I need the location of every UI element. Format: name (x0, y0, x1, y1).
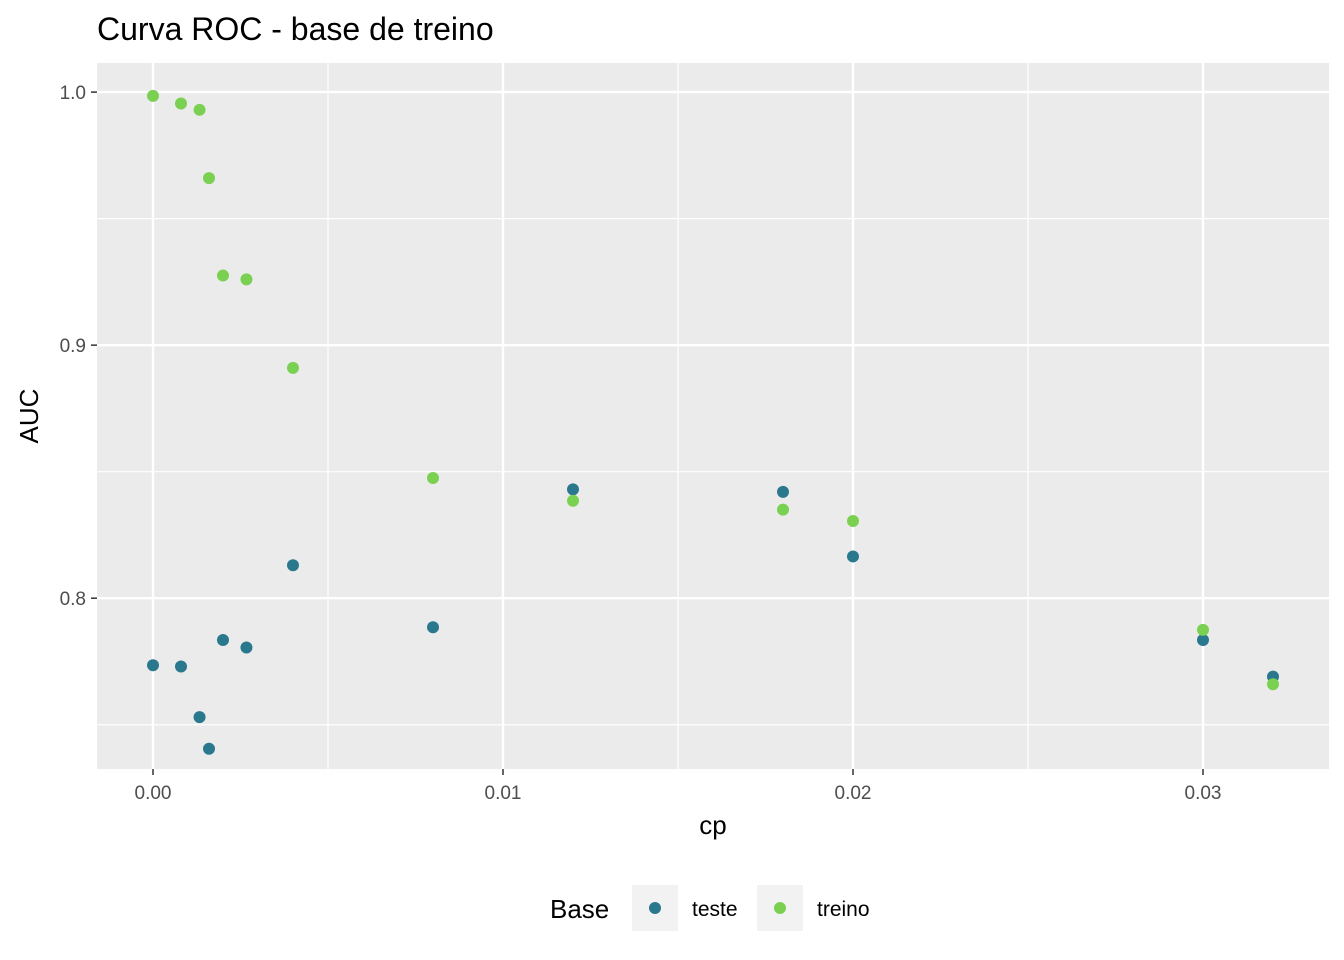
y-tick-label: 0.9 (60, 336, 86, 357)
point-teste (193, 711, 206, 724)
legend-label-treino: treino (817, 898, 870, 921)
minor-gridlines (97, 63, 1329, 769)
point-teste (847, 550, 859, 563)
point-teste (567, 483, 579, 496)
point-teste (777, 485, 789, 498)
x-tick-label: 0.03 (1185, 783, 1222, 804)
legend-marker-treino (774, 902, 786, 914)
legend: Base teste treino (550, 885, 870, 931)
point-treino (1267, 678, 1279, 691)
data-points (147, 89, 1279, 755)
major-gridlines (97, 63, 1329, 769)
point-treino (193, 103, 206, 116)
legend-marker-teste (649, 902, 661, 914)
point-treino (175, 97, 187, 110)
point-treino (203, 172, 215, 185)
y-tick-label: 0.8 (60, 589, 86, 610)
legend-title: Base (550, 894, 609, 924)
point-treino (287, 361, 299, 374)
point-teste (147, 659, 159, 672)
point-treino (567, 494, 579, 507)
plot-panel (97, 63, 1329, 769)
point-treino (217, 269, 229, 282)
point-treino (1197, 623, 1209, 636)
point-treino (240, 273, 253, 286)
point-teste (175, 660, 187, 673)
x-axis-ticks: 0.00 0.01 0.02 0.03 (135, 769, 1222, 804)
point-treino (147, 89, 159, 102)
y-axis-ticks: 0.8 0.9 1.0 (60, 83, 97, 610)
point-treino (427, 471, 439, 484)
chart-title: Curva ROC - base de treino (97, 11, 494, 47)
y-tick-label: 1.0 (60, 83, 86, 104)
x-tick-label: 0.02 (835, 783, 872, 804)
y-axis-title: AUC (14, 389, 44, 444)
x-tick-label: 0.01 (485, 783, 522, 804)
point-teste (203, 742, 215, 755)
point-teste (427, 621, 439, 634)
point-teste (240, 641, 253, 654)
point-teste (287, 559, 299, 572)
point-treino (847, 515, 859, 528)
x-tick-label: 0.00 (135, 783, 172, 804)
point-treino (777, 503, 789, 516)
point-teste (217, 633, 229, 646)
point-teste (1197, 633, 1209, 646)
legend-label-teste: teste (692, 898, 738, 921)
x-axis-title: cp (699, 810, 726, 840)
